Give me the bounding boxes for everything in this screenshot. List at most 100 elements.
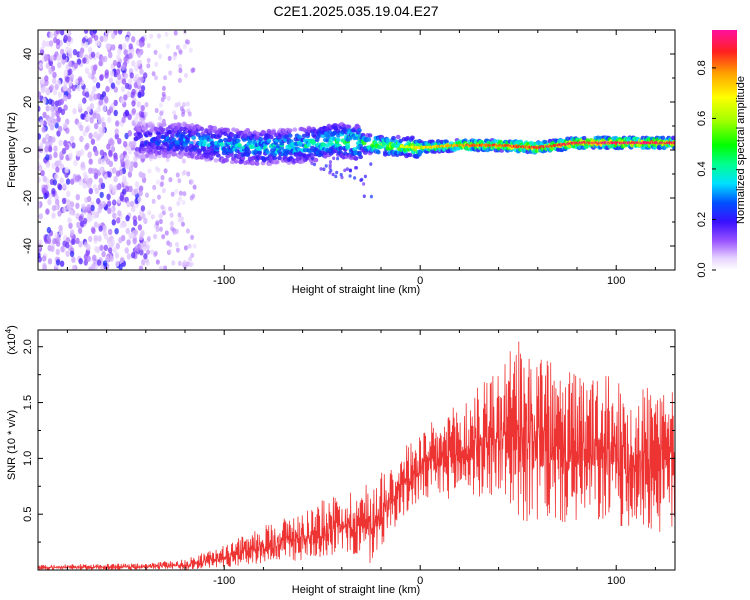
spectrogram-point [51,111,56,118]
spectrogram-point [42,111,47,119]
spectrogram-point [171,260,176,266]
spectrogram-point [91,263,96,270]
spectrogram-point [154,75,158,81]
spectrogram-point [140,85,146,92]
spectrogram-point [96,106,101,113]
spectrogram-point [181,111,185,117]
spectrogram-point [306,154,310,159]
spectrogram-point [139,249,144,256]
spectrogram-point [92,64,98,72]
spectrogram-point [49,31,54,39]
spectrogram-point [168,206,173,212]
spectrogram-point [96,133,102,140]
spectrogram-point [69,73,75,80]
spectrogram-point [72,49,78,56]
spectrogram-point [94,149,99,157]
spectrogram-point [68,152,73,159]
spectrogram-point [57,210,62,217]
spectrogram-point [144,102,149,108]
spectrogram-point [107,171,112,178]
spectrogram-point [79,149,85,156]
spectrogram-point [44,75,49,82]
spectrogram-point [138,265,144,270]
spectrogram-point [246,150,252,155]
spectrogram-point [133,229,138,236]
spectrogram-point [124,247,129,254]
spectrogram-point [133,161,138,168]
spectrogram-point [79,124,84,132]
spectrogram-point [173,30,178,36]
spectrogram-point [56,116,61,123]
spectrogram-point [129,72,134,79]
spectrogram-point [65,46,70,53]
spectrogram-point [176,101,181,107]
spectrogram-point [88,132,93,139]
spectrogram-point [185,228,190,234]
spectrogram-point [287,133,293,138]
spectrogram-point [112,212,117,219]
spectrogram-point [99,166,104,174]
spectrogram-point [40,77,45,84]
spectrogram-point [56,55,61,62]
spectrogram-point [190,67,195,74]
spectrogram-point [88,158,93,165]
spectrogram-point [67,80,73,87]
spectrogram-point [42,86,47,93]
spectrogram-point [38,153,41,160]
spectrogram-point [159,226,163,232]
spectrogram-point [92,30,97,34]
spectrogram-point [168,70,173,76]
spectrogram-point [177,178,182,184]
spectrogram-point [348,168,352,173]
y-tick-label: 2.0 [22,339,34,354]
spectrogram-point [88,46,93,54]
spectrogram-point [348,174,352,178]
spectrogram-point [116,217,121,224]
spectrogram-point [125,227,130,235]
spectrogram-point [131,60,136,67]
spectrogram-point [48,40,54,47]
spectrogram-point [76,58,82,65]
spectrogram-point [168,177,173,183]
spectrogram-point [343,168,347,173]
spectrogram-point [71,256,76,263]
spectrogram-point [87,178,92,186]
spectrogram-point [43,192,48,200]
spectrogram-point [159,212,164,218]
spectrogram-point [122,43,127,50]
spectrogram-point [305,132,311,137]
spectrogram-point [89,103,95,110]
spectrogram-point [172,55,177,61]
spectrogram-point [113,155,118,162]
spectrogram-point [41,187,46,194]
spectrogram-point [115,260,120,267]
spectrogram-point [358,143,363,148]
spectrogram-point [71,84,77,92]
spectrogram-point [56,235,61,242]
spectrogram-point [102,229,107,237]
spectrogram-point [71,238,76,245]
spectrogram-point [225,150,231,156]
spectrogram-point [341,156,345,160]
spectrogram-point [85,113,91,121]
spectrogram-point [191,135,197,140]
spectrogram-point [49,124,55,131]
spectrogram-point [257,151,262,156]
spectrogram-point [72,108,77,115]
spectrogram-point [106,143,111,150]
snr-line-path [38,341,675,570]
spectrogram-point [112,59,118,67]
spectrogram-point [105,158,111,165]
spectrogram-point [140,105,145,112]
spectrogram-point [100,55,105,63]
spectrogram-point [68,209,74,216]
spectrogram-point [63,104,68,111]
spectrogram-point [48,98,53,105]
spectrogram-point [178,190,183,196]
spectrogram-point [142,240,147,247]
spectrogram-point [170,226,175,232]
spectrogram-point [54,100,59,107]
spectrogram-point [108,151,113,158]
spectrogram-point [106,43,111,50]
spectrogram-point [50,105,55,113]
